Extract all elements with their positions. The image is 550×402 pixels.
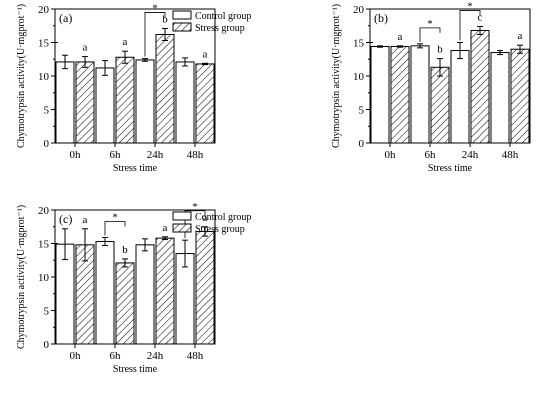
bar-stress bbox=[510, 48, 530, 144]
y-tick-label: 0 bbox=[359, 138, 365, 150]
significance-bracket bbox=[104, 221, 126, 236]
significance-letter: a bbox=[203, 48, 208, 60]
x-axis-label: Stress time bbox=[428, 163, 473, 174]
significance-letter: b bbox=[162, 13, 168, 25]
legend-label-stress: Stress group bbox=[195, 224, 245, 235]
bar-stress bbox=[115, 56, 135, 144]
y-tick-label: 20 bbox=[38, 205, 50, 217]
significance-letter: b bbox=[437, 44, 443, 56]
significance-letter: a bbox=[123, 36, 128, 48]
chart-panel-3: 0 5 10 15 20 0h a 6h b 24h a 48h a * * (c) Stress time Ch… bbox=[16, 201, 251, 375]
x-tick-label: 0h bbox=[70, 149, 82, 161]
significance-star: * bbox=[427, 18, 433, 30]
legend-label-stress: Stress group bbox=[195, 23, 245, 34]
significance-star: * bbox=[112, 211, 118, 223]
significance-letter: a bbox=[163, 222, 168, 234]
y-tick-label: 10 bbox=[38, 272, 50, 284]
bar-control bbox=[490, 52, 510, 144]
y-tick-label: 10 bbox=[353, 71, 365, 83]
legend-swatch-stress bbox=[172, 223, 192, 233]
y-tick-label: 15 bbox=[38, 239, 50, 251]
x-tick-label: 24h bbox=[147, 350, 164, 362]
significance-letter: a bbox=[83, 42, 88, 54]
significance-star: * bbox=[192, 201, 198, 213]
significance-letter: b bbox=[122, 244, 128, 256]
panel-label: (b) bbox=[374, 11, 388, 25]
y-tick-label: 15 bbox=[353, 38, 365, 50]
y-tick-label: 5 bbox=[359, 105, 365, 117]
x-tick-label: 0h bbox=[70, 350, 82, 362]
y-axis-label: Chymotrypsin activity(U·mgprot⁻¹) bbox=[16, 205, 27, 349]
bar-stress bbox=[195, 63, 215, 144]
legend-label-control: Control group bbox=[195, 11, 251, 22]
x-tick-label: 24h bbox=[147, 149, 164, 161]
significance-bracket bbox=[459, 10, 481, 41]
bar-control bbox=[175, 61, 195, 144]
chart-panel-2: 0 5 10 15 20 0h a 6h b 24h c 48h a * * (b) Stress time Ch… bbox=[331, 0, 531, 174]
y-axis-label: Chymotrypsin activity(U·mgprot⁻¹) bbox=[331, 4, 342, 148]
significance-letter: a bbox=[83, 214, 88, 226]
x-axis-label: Stress time bbox=[113, 163, 158, 174]
bar-stress bbox=[195, 230, 215, 345]
bar-control bbox=[450, 50, 470, 144]
y-tick-label: 0 bbox=[44, 138, 50, 150]
x-tick-label: 0h bbox=[385, 149, 397, 161]
bar-control bbox=[55, 61, 75, 144]
legend-swatch-control bbox=[172, 211, 192, 221]
significance-letter: c bbox=[478, 11, 483, 23]
y-tick-label: 15 bbox=[38, 38, 50, 50]
bar-stress bbox=[155, 237, 175, 345]
bar-control bbox=[95, 67, 115, 144]
x-tick-label: 48h bbox=[502, 149, 519, 161]
bar-control bbox=[410, 45, 430, 144]
bar-stress bbox=[75, 61, 95, 144]
significance-letter: a bbox=[398, 31, 403, 43]
x-axis-label: Stress time bbox=[113, 364, 158, 375]
y-tick-label: 5 bbox=[44, 105, 50, 117]
bar-control bbox=[95, 240, 115, 345]
bar-control bbox=[370, 46, 390, 144]
legend-label-control: Control group bbox=[195, 212, 251, 223]
y-tick-label: 5 bbox=[44, 306, 50, 318]
y-axis-label: Chymotrypsin activity(U·mgprot⁻¹) bbox=[16, 4, 27, 148]
chart-panel-1: 0 5 10 15 20 0h a 6h a 24h b 48h a * (a) Stress time Chy… bbox=[16, 2, 251, 174]
bar-control bbox=[135, 59, 155, 144]
x-tick-label: 6h bbox=[110, 149, 122, 161]
y-tick-label: 20 bbox=[353, 4, 365, 16]
x-tick-label: 6h bbox=[110, 350, 122, 362]
significance-letter: a bbox=[203, 212, 208, 224]
y-tick-label: 20 bbox=[38, 4, 50, 16]
bar-stress bbox=[390, 46, 410, 144]
significance-star: * bbox=[152, 2, 158, 14]
legend-swatch-control bbox=[172, 10, 192, 20]
bar-stress bbox=[430, 66, 450, 144]
significance-bracket bbox=[419, 27, 441, 42]
bar-stress bbox=[470, 29, 490, 144]
bar-stress bbox=[155, 33, 175, 144]
significance-letter: a bbox=[518, 30, 523, 42]
panel-label: (a) bbox=[59, 11, 72, 25]
y-tick-label: 10 bbox=[38, 71, 50, 83]
y-tick-label: 0 bbox=[44, 339, 50, 351]
panel-label: (c) bbox=[59, 212, 72, 226]
x-tick-label: 48h bbox=[187, 350, 204, 362]
significance-bracket bbox=[144, 12, 166, 57]
bar-stress bbox=[115, 262, 135, 345]
x-tick-label: 48h bbox=[187, 149, 204, 161]
significance-star: * bbox=[467, 0, 473, 12]
x-tick-label: 24h bbox=[462, 149, 479, 161]
bar-control bbox=[135, 244, 155, 345]
legend-swatch-stress bbox=[172, 22, 192, 32]
x-tick-label: 6h bbox=[425, 149, 437, 161]
